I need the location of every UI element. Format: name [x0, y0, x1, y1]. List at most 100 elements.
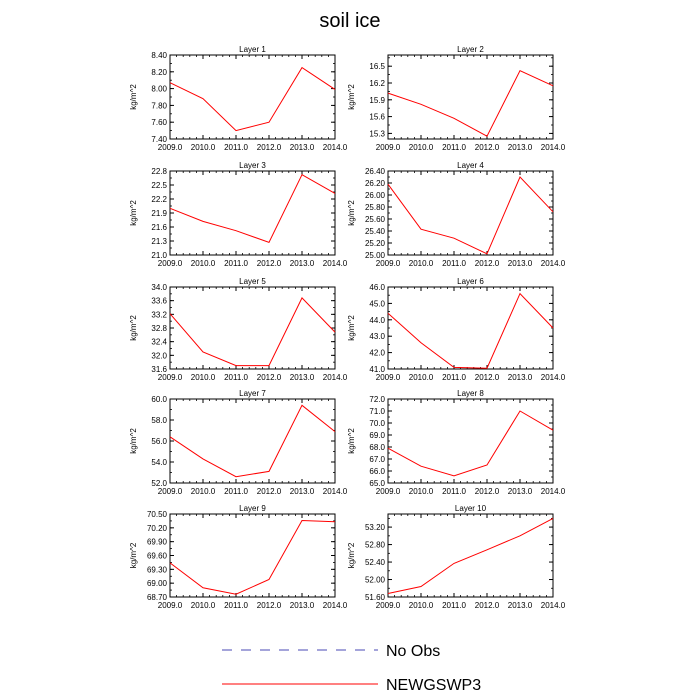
y-tick-label: 25.60 [365, 215, 386, 224]
x-tick-label: 2013.0 [290, 601, 315, 610]
y-tick-label: 70.20 [147, 524, 168, 533]
panel-title: Layer 5 [239, 277, 266, 286]
series-line-newgswp3 [387, 410, 554, 477]
series-line-newgswp3 [169, 404, 336, 478]
x-tick-label: 2011.0 [442, 259, 466, 268]
y-tick-label: 26.00 [365, 191, 386, 200]
x-tick-label: 2011.0 [224, 143, 248, 152]
y-tick-label: 45.0 [369, 299, 385, 308]
x-tick-label: 2012.0 [257, 487, 282, 496]
y-axis-label: kg/m^2 [347, 200, 356, 226]
y-tick-label: 7.80 [151, 101, 167, 110]
panel-title: Layer 4 [457, 161, 484, 170]
y-tick-label: 32.0 [151, 351, 167, 360]
x-tick-label: 2013.0 [290, 373, 315, 382]
y-tick-label: 60.0 [151, 395, 167, 404]
y-axis-label: kg/m^2 [129, 542, 138, 568]
y-axis-label: kg/m^2 [347, 428, 356, 454]
y-tick-label: 25.80 [365, 203, 386, 212]
y-tick-label: 15.3 [369, 129, 385, 138]
x-tick-label: 2013.0 [290, 259, 315, 268]
y-tick-label: 42.0 [369, 349, 385, 358]
x-tick-label: 2011.0 [442, 143, 466, 152]
x-tick-label: 2014.0 [541, 259, 566, 268]
series-line-newgswp3 [387, 517, 554, 594]
series-line-newgswp3 [169, 66, 336, 132]
y-tick-label: 46.0 [369, 283, 385, 292]
y-tick-label: 8.00 [151, 85, 167, 94]
y-tick-label: 32.4 [151, 338, 167, 347]
x-tick-label: 2013.0 [508, 259, 533, 268]
x-tick-label: 2014.0 [541, 487, 566, 496]
plot-frame [387, 286, 554, 370]
x-tick-label: 2013.0 [508, 143, 533, 152]
y-tick-label: 68.0 [369, 443, 385, 452]
y-tick-label: 8.20 [151, 68, 167, 77]
legend-label: No Obs [386, 643, 440, 660]
y-tick-label: 53.20 [365, 523, 386, 532]
legend: No Obs NEWGSWP3 [222, 643, 481, 694]
y-tick-label: 43.0 [369, 332, 385, 341]
x-tick-label: 2009.0 [158, 143, 183, 152]
y-tick-label: 22.5 [151, 181, 167, 190]
y-tick-label: 72.0 [369, 395, 385, 404]
figure-title: soil ice [319, 10, 381, 32]
y-tick-label: 25.00 [365, 251, 386, 260]
y-tick-label: 8.40 [151, 51, 167, 60]
x-tick-label: 2011.0 [442, 601, 466, 610]
y-axis-label: kg/m^2 [347, 315, 356, 341]
x-tick-label: 2010.0 [409, 143, 434, 152]
plot-frame [387, 170, 554, 256]
y-axis-label: kg/m^2 [129, 428, 138, 454]
plot-frame [169, 286, 336, 370]
y-tick-label: 70.50 [147, 510, 168, 519]
x-tick-label: 2010.0 [191, 259, 216, 268]
y-tick-label: 70.0 [369, 419, 385, 428]
x-tick-label: 2009.0 [376, 259, 401, 268]
x-tick-label: 2014.0 [323, 143, 348, 152]
x-tick-label: 2012.0 [257, 373, 282, 382]
x-tick-label: 2010.0 [191, 487, 216, 496]
y-tick-label: 22.2 [151, 195, 167, 204]
y-tick-label: 69.60 [147, 552, 168, 561]
legend-label: NEWGSWP3 [386, 677, 481, 694]
y-axis-label: kg/m^2 [129, 315, 138, 341]
y-tick-label: 71.0 [369, 407, 385, 416]
x-tick-label: 2012.0 [475, 259, 500, 268]
y-tick-label: 51.60 [365, 593, 386, 602]
y-tick-label: 44.0 [369, 316, 385, 325]
y-tick-label: 52.80 [365, 541, 386, 550]
panel-title: Layer 7 [239, 389, 266, 398]
panel-title: Layer 1 [239, 45, 266, 54]
x-tick-label: 2012.0 [475, 601, 500, 610]
y-tick-label: 52.0 [151, 479, 167, 488]
x-tick-label: 2009.0 [158, 259, 183, 268]
panel-title: Layer 8 [457, 389, 484, 398]
y-tick-label: 21.6 [151, 223, 167, 232]
panel-layer-4: Layer 4 kg/m^2 25.00 25.20 25.40 25.60 25.80 26… [347, 161, 566, 268]
plot-frame [169, 513, 336, 598]
y-tick-label: 54.0 [151, 458, 167, 467]
x-tick-label: 2010.0 [409, 487, 434, 496]
y-tick-label: 52.40 [365, 558, 386, 567]
y-tick-label: 58.0 [151, 416, 167, 425]
x-tick-label: 2010.0 [409, 259, 434, 268]
x-tick-label: 2010.0 [191, 601, 216, 610]
y-tick-label: 33.6 [151, 297, 167, 306]
x-tick-label: 2013.0 [290, 487, 315, 496]
plot-frame [169, 170, 336, 256]
x-tick-label: 2009.0 [158, 601, 183, 610]
y-axis-label: kg/m^2 [347, 84, 356, 110]
panel-layer-9: Layer 9 kg/m^2 68.70 69.00 69.30 69.60 69.90 70… [129, 504, 348, 610]
panel-title: Layer 2 [457, 45, 484, 54]
panel-layer-8: Layer 8 kg/m^2 65.0 66.0 67.0 68.0 69.0 70.0 71.… [347, 389, 566, 496]
y-tick-label: 21.9 [151, 209, 167, 218]
panel-layer-10: Layer 10 kg/m^2 51.60 52.00 52.40 52.80 53.20 2… [347, 504, 566, 610]
x-tick-label: 2013.0 [508, 487, 533, 496]
panel-title: Layer 10 [455, 504, 487, 513]
x-tick-label: 2010.0 [191, 143, 216, 152]
x-tick-label: 2010.0 [191, 373, 216, 382]
y-tick-label: 52.00 [365, 576, 386, 585]
x-tick-label: 2011.0 [224, 373, 248, 382]
